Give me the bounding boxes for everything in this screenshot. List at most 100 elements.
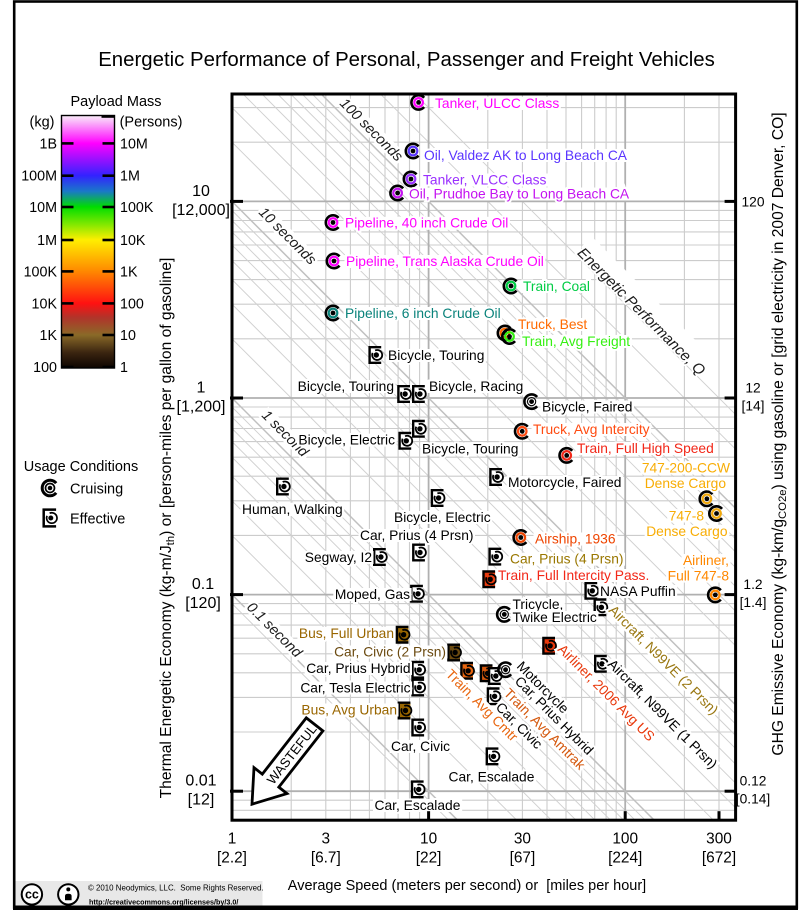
svg-text:Effective: Effective (70, 512, 125, 528)
svg-text:300: 300 (706, 831, 732, 848)
svg-text:[0.14]: [0.14] (736, 792, 771, 807)
svg-text:Bus, Avg Urban: Bus, Avg Urban (301, 702, 397, 717)
svg-text:[6.7]: [6.7] (311, 850, 341, 867)
svg-text:Bus, Full Urban: Bus, Full Urban (299, 626, 394, 641)
svg-text:Pipeline, 40 inch Crude Oil: Pipeline, 40 inch Crude Oil (345, 216, 508, 231)
svg-text:1K: 1K (40, 328, 58, 344)
svg-text:Car, Prius Hybrid: Car, Prius Hybrid (306, 661, 410, 676)
svg-text:[1,200]: [1,200] (177, 399, 226, 416)
svg-text:747-8: 747-8 (669, 508, 705, 523)
svg-text:Bicycle, Touring: Bicycle, Touring (388, 348, 484, 363)
svg-text:NASA Puffin: NASA Puffin (600, 584, 676, 599)
svg-text:100K: 100K (120, 200, 154, 216)
svg-text:1: 1 (228, 831, 237, 848)
svg-text:Bicycle, Electric: Bicycle, Electric (394, 510, 491, 525)
svg-text:Human, Walking: Human, Walking (242, 502, 343, 517)
svg-text:120: 120 (741, 195, 764, 210)
svg-text:Airliner,: Airliner, (683, 553, 729, 568)
svg-text:100: 100 (33, 360, 57, 376)
svg-text:Energetic Performance of Perso: Energetic Performance of Personal, Passe… (98, 49, 715, 71)
svg-text:Car, Prius (4 Prsn): Car, Prius (4 Prsn) (510, 552, 623, 567)
svg-text:Segway, I2: Segway, I2 (305, 550, 372, 565)
svg-text:[120]: [120] (185, 595, 221, 612)
svg-text:10K: 10K (120, 233, 146, 249)
svg-text:[67]: [67] (510, 850, 536, 867)
svg-text:Payload Mass: Payload Mass (70, 94, 161, 110)
svg-text:1K: 1K (120, 264, 138, 280)
svg-text:0.01: 0.01 (185, 773, 216, 790)
svg-text:1: 1 (197, 380, 206, 397)
svg-text:Cruising: Cruising (70, 482, 123, 498)
svg-text:[2.2]: [2.2] (217, 850, 247, 867)
svg-text:3: 3 (322, 831, 331, 848)
svg-text:Train, Full Intercity Pass.: Train, Full Intercity Pass. (498, 568, 649, 583)
svg-text:Oil, Prudhoe Bay to Long Beach: Oil, Prudhoe Bay to Long Beach CA (409, 186, 630, 201)
svg-text:Bicycle, Touring: Bicycle, Touring (422, 441, 518, 456)
svg-text:12: 12 (745, 381, 760, 396)
svg-text:10M: 10M (29, 200, 57, 216)
svg-text:[22]: [22] (416, 850, 442, 867)
svg-text:Twike Electric: Twike Electric (513, 610, 597, 625)
svg-text:[672]: [672] (702, 850, 736, 867)
svg-text:1B: 1B (40, 136, 58, 152)
svg-text:Truck, Avg Intercity: Truck, Avg Intercity (533, 422, 650, 437)
svg-text:Average Speed (meters per seco: Average Speed (meters per second) or [mi… (288, 878, 646, 894)
svg-text:Car, Escalade: Car, Escalade (375, 798, 461, 813)
svg-text:[14]: [14] (741, 399, 764, 414)
svg-text:Bicycle, Touring: Bicycle, Touring (298, 379, 394, 394)
svg-text:Thermal Energetic Economy (kg-: Thermal Energetic Economy (kg-m/Jth) or … (158, 258, 177, 799)
svg-text:Tricycle,: Tricycle, (513, 597, 564, 612)
svg-text:[224]: [224] (608, 850, 642, 867)
svg-text:1: 1 (120, 360, 128, 376)
svg-text:Pipeline, 6 inch Crude Oil: Pipeline, 6 inch Crude Oil (345, 306, 501, 321)
svg-text:(Persons): (Persons) (120, 115, 183, 131)
svg-text:0.1: 0.1 (192, 576, 214, 593)
svg-text:Car, Civic: Car, Civic (391, 739, 450, 754)
svg-text:Car, Civic (2 Prsn): Car, Civic (2 Prsn) (334, 644, 446, 659)
svg-text:Moped, Gas: Moped, Gas (335, 587, 410, 602)
svg-text:100: 100 (120, 296, 144, 312)
svg-text:cc: cc (25, 888, 39, 902)
svg-text:Oil, Valdez AK to Long Beach C: Oil, Valdez AK to Long Beach CA (424, 148, 628, 163)
svg-text:Bicycle, Electric: Bicycle, Electric (298, 432, 395, 447)
svg-text:Bicycle, Racing: Bicycle, Racing (429, 379, 523, 394)
svg-text:Usage Conditions: Usage Conditions (24, 459, 138, 475)
svg-text:Tanker, VLCC Class: Tanker, VLCC Class (423, 172, 547, 187)
svg-text:100K: 100K (24, 264, 58, 280)
svg-text:Train, Avg Freight: Train, Avg Freight (522, 334, 630, 349)
svg-text:Train, Coal: Train, Coal (523, 279, 590, 294)
svg-text:Full 747-8: Full 747-8 (668, 568, 730, 583)
svg-text:Motorcycle, Faired: Motorcycle, Faired (508, 475, 621, 490)
svg-text:[12,000]: [12,000] (172, 202, 230, 219)
svg-text:100: 100 (612, 831, 638, 848)
svg-text:Car, Prius (4 Prsn): Car, Prius (4 Prsn) (360, 528, 473, 543)
svg-text:[1.4]: [1.4] (740, 595, 767, 610)
svg-text:0.12: 0.12 (740, 774, 767, 789)
svg-text:10: 10 (120, 328, 136, 344)
svg-text:Bicycle, Faired: Bicycle, Faired (542, 399, 632, 414)
svg-text:Pipeline, Trans Alaska Crude O: Pipeline, Trans Alaska Crude Oil (346, 254, 544, 269)
svg-text:1M: 1M (37, 233, 57, 249)
svg-text:Car, Tesla Electric: Car, Tesla Electric (300, 680, 410, 695)
svg-text:Car, Escalade: Car, Escalade (449, 769, 535, 784)
svg-text:10: 10 (192, 183, 210, 200)
svg-text:30: 30 (514, 831, 531, 848)
svg-text:100M: 100M (21, 169, 57, 185)
svg-text:http://creativecommons.org/lic: http://creativecommons.org/licenses/by/3… (89, 898, 238, 907)
svg-text:(kg): (kg) (30, 115, 55, 131)
svg-text:© 2010 Neodymics, LLC. Some R: © 2010 Neodymics, LLC. Some Rights Reser… (88, 884, 264, 893)
svg-text:Dense Cargo: Dense Cargo (646, 524, 728, 539)
svg-text:GHG Emissive Economy (kg-km/gC: GHG Emissive Economy (kg-km/gCO2e) using… (770, 112, 789, 755)
svg-text:10K: 10K (32, 296, 58, 312)
svg-text:Truck, Best: Truck, Best (518, 317, 587, 332)
svg-text:Train, Full High Speed: Train, Full High Speed (577, 441, 714, 456)
svg-text:Dense Cargo: Dense Cargo (645, 476, 727, 491)
svg-text:Airship, 1936: Airship, 1936 (535, 531, 616, 546)
svg-text:[12]: [12] (188, 792, 215, 809)
svg-text:1M: 1M (120, 169, 140, 185)
svg-text:10: 10 (420, 831, 437, 848)
svg-text:10M: 10M (120, 136, 148, 152)
svg-text:1.2: 1.2 (743, 577, 762, 592)
svg-text:747-200-CCW: 747-200-CCW (642, 460, 730, 475)
svg-text:Tanker, ULCC Class: Tanker, ULCC Class (435, 96, 559, 111)
